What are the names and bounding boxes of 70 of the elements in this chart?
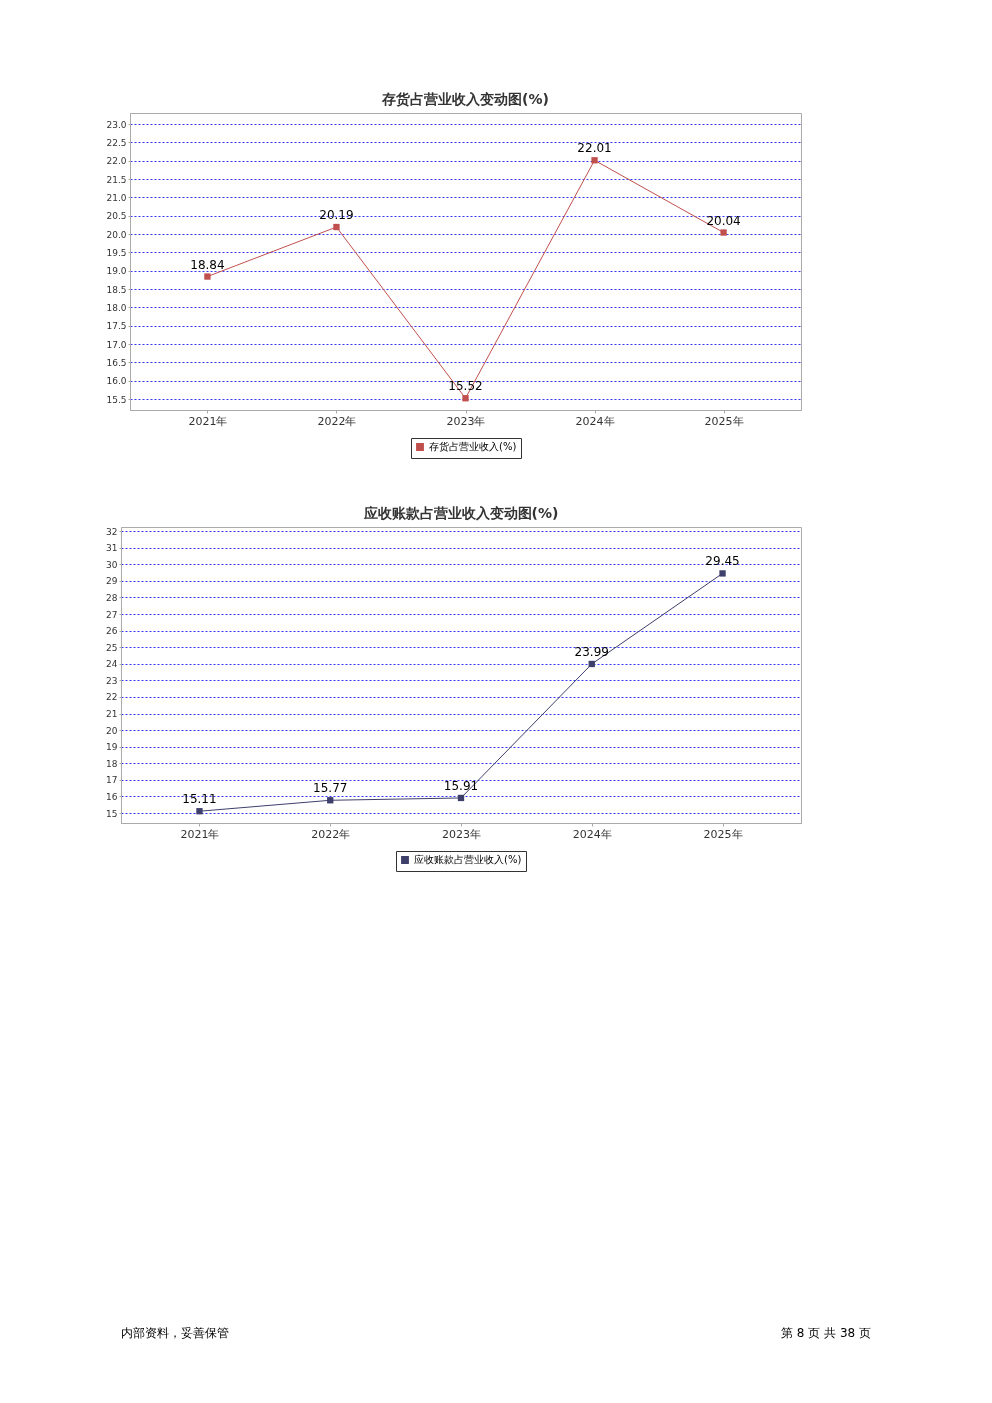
data-label: 29.45: [705, 554, 740, 569]
point: [720, 229, 727, 236]
point: [719, 570, 726, 577]
y-tick-label: 20.0: [106, 229, 127, 240]
x-tick-label: 2021年: [180, 827, 220, 841]
y-tick-label: 23.0: [106, 119, 127, 130]
y-tick-label: 15: [106, 808, 118, 819]
y-tick-label: 15.5: [106, 394, 127, 405]
data-label: 20.19: [319, 208, 354, 223]
text: 第 8 页 共 38 页: [781, 1325, 871, 1342]
x-tick-label: 2022年: [317, 414, 357, 428]
point: [327, 797, 334, 804]
x-tick-label: 2023年: [442, 827, 481, 841]
y-tick-label: 16: [106, 791, 118, 802]
data-label: 20.04: [706, 213, 741, 228]
y-tick-label: 21.0: [106, 192, 127, 203]
y-tick-label: 16.5: [106, 357, 127, 368]
y-tick-label: 19.5: [106, 247, 127, 258]
data-label: 18.84: [190, 257, 225, 272]
y-tick-label: 22: [106, 692, 118, 703]
point: [591, 157, 598, 164]
y-tick-label: 20.5: [106, 211, 127, 222]
y-tick-label: 17.5: [106, 321, 127, 332]
x-tick-label: 2022年: [311, 827, 351, 841]
y-tick-label: 23: [106, 675, 118, 686]
y-tick-label: 27: [106, 609, 118, 620]
y-tick-label: 26: [106, 626, 118, 637]
y-tick-label: 20: [106, 725, 118, 736]
data-label: 15.52: [448, 379, 483, 394]
point: [462, 395, 469, 402]
point: [457, 794, 465, 802]
point: [588, 660, 595, 668]
y-tick-label: 21: [106, 709, 118, 720]
x-tick-label: 2024年: [572, 827, 612, 841]
y-tick-label: 18.0: [106, 302, 127, 313]
y-tick-label: 18: [106, 758, 118, 769]
y-tick-label: 22.0: [106, 156, 127, 167]
point: [196, 808, 203, 815]
y-tick-label: 25: [106, 642, 118, 653]
y-tick-label: 19.0: [106, 266, 127, 277]
text: 内部资料，妥善保管: [121, 1325, 229, 1342]
legend-label: 应收账款占营业收入(%): [414, 854, 522, 865]
data-label: 23.99: [574, 644, 609, 659]
y-tick-label: 17.0: [106, 339, 127, 350]
y-tick-label: 28: [106, 592, 118, 603]
y-tick-label: 22.5: [106, 137, 127, 148]
x-tick-label: 2025年: [704, 414, 744, 428]
y-tick-label: 17: [106, 775, 118, 786]
legend-label: 存货占营业收入(%): [429, 441, 517, 452]
point: [204, 273, 211, 280]
y-tick-label: 19: [106, 742, 118, 753]
x-tick-label: 2021年: [188, 414, 228, 428]
point: [333, 223, 340, 231]
y-tick-label: 30: [106, 559, 118, 570]
data-label: 15.11: [182, 792, 217, 807]
chart-title: 应收账款占营业收入变动图(%): [362, 505, 559, 521]
y-tick-label: 31: [106, 543, 118, 554]
y-tick-label: 16.0: [106, 376, 127, 387]
chart-title: 存货占营业收入变动图(%): [381, 91, 549, 107]
x-tick-label: 2023年: [446, 414, 486, 428]
data-label: 22.01: [577, 141, 612, 156]
data-label: 15.77: [313, 781, 348, 796]
y-tick-label: 29: [106, 576, 118, 587]
y-tick-label: 24: [106, 659, 118, 670]
y-tick-label: 18.5: [106, 284, 127, 295]
x-tick-label: 2024年: [575, 414, 615, 428]
data-label: 15.91: [443, 778, 479, 793]
y-tick-label: 21.5: [106, 174, 127, 185]
y-tick-label: 32: [106, 526, 118, 537]
x-tick-label: 2025年: [703, 827, 743, 841]
